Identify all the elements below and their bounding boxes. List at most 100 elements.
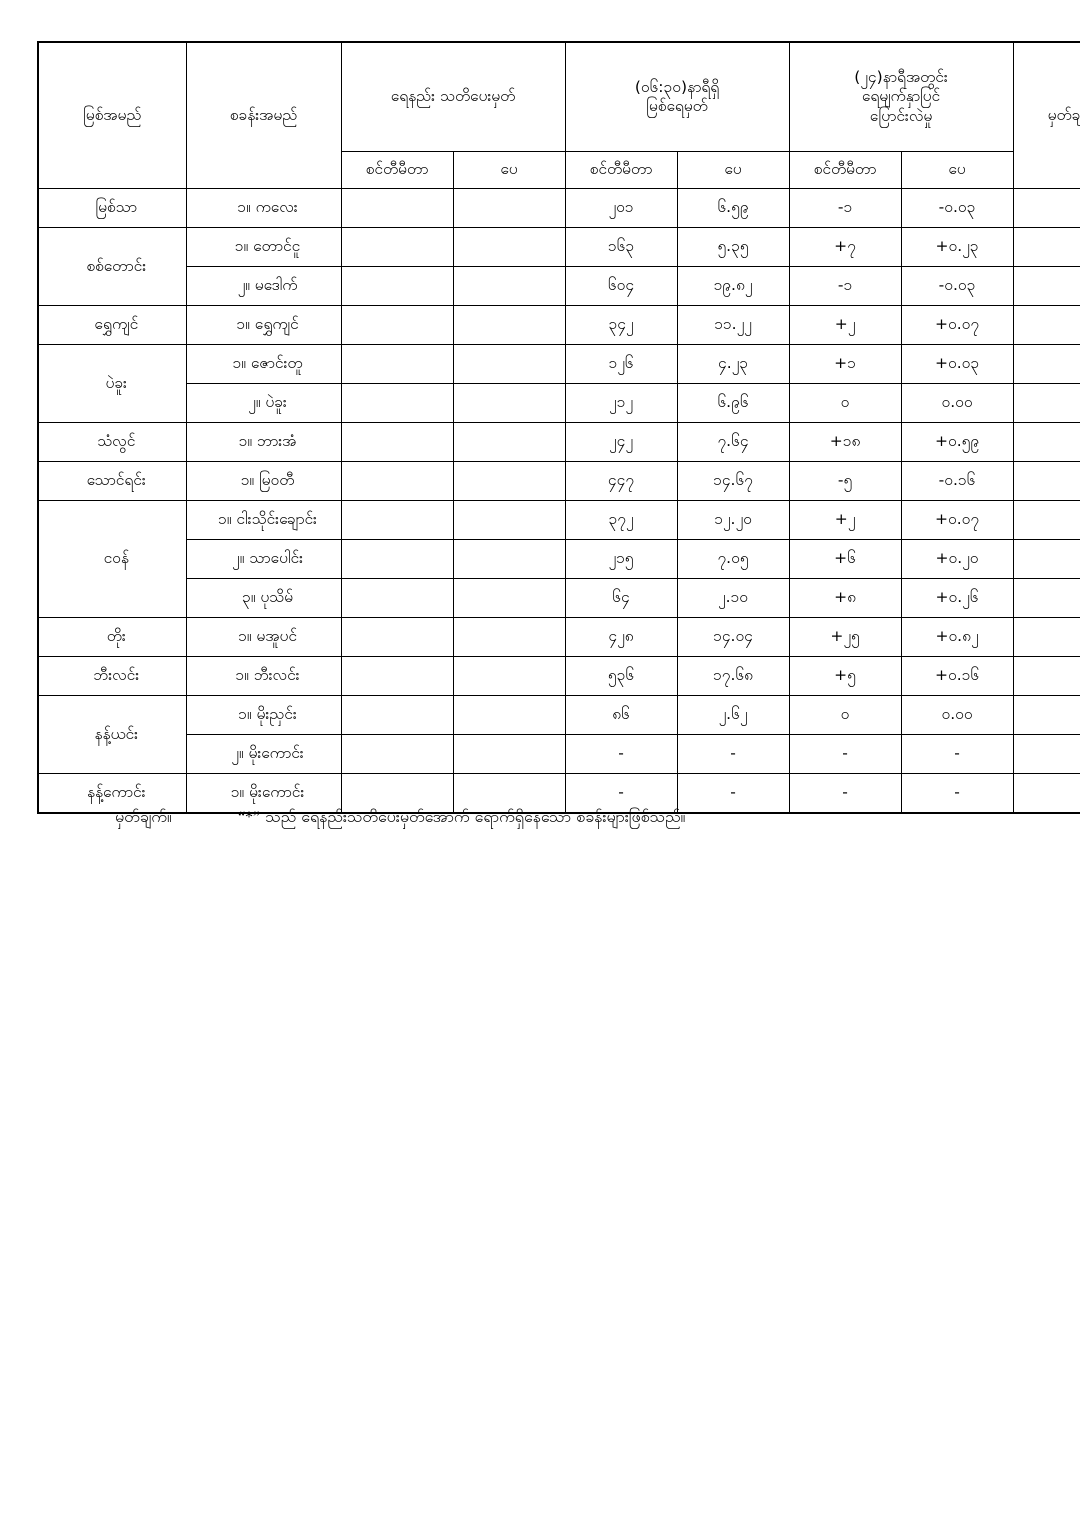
cell-change-cm: +၁၈	[788, 422, 902, 462]
cell-level-ft: ၆.၅၉	[676, 188, 790, 228]
cell-level-cm: -	[564, 734, 678, 774]
table-row: စစ်တောင်း ၁။ တောင်ငူ ၁၆၃ ၅.၃၅ +၇ +၀.၂၃	[37, 227, 1080, 306]
cell-station-name: ၁။ ဇောင်းတူ	[185, 344, 342, 384]
cell-level-ft: -	[676, 734, 790, 774]
cell-level-cm: ၂၄၂	[564, 422, 678, 462]
cell-remark	[1012, 188, 1080, 228]
header-row-units: စင်တီမီတာ ပေ စင်တီမီတာ ပေ စင်တီမီတာ ပေ	[38, 151, 1080, 189]
cell-warn-ft	[452, 734, 566, 774]
cell-level-ft: ၁၇.၆၈	[676, 656, 790, 696]
cell-station-name: ၁။ မိုးကောင်း	[185, 773, 342, 814]
cell-warn-cm	[340, 344, 454, 384]
header-level-unit-ft: ပေ	[676, 151, 790, 189]
cell-station-name: ၂။ မဒေါက်	[185, 266, 342, 306]
cell-level-cm: ၈၆	[564, 695, 678, 735]
cell-station-name: ၁။ မိုးညှင်း	[185, 695, 342, 735]
cell-remark	[1012, 773, 1080, 814]
header-warn-unit-ft: ပေ	[452, 151, 566, 189]
cell-change-cm: ၀	[788, 383, 902, 423]
footnote-label: မှတ်ချက်။	[115, 807, 172, 826]
cell-change-ft: +၀.၂၆	[900, 578, 1014, 618]
cell-warn-ft	[452, 539, 566, 579]
header-station-name: စခန်းအမည်	[185, 41, 342, 189]
cell-change-cm: +၂	[788, 500, 902, 540]
cell-level-cm: ၂၀၁	[564, 188, 678, 228]
cell-warn-cm	[340, 422, 454, 462]
cell-level-cm: ၅၃၆	[564, 656, 678, 696]
table-row: ၂။ ပဲခူး ၂၁၂ ၆.၉၆၀၀.၀၀	[38, 383, 1080, 423]
cell-warn-cm	[340, 656, 454, 696]
cell-level-ft: ၆.၉၆	[676, 383, 790, 423]
cell-warn-cm	[340, 383, 454, 423]
cell-station-name: ၁။ ကလေး	[185, 188, 342, 228]
cell-remark	[1012, 500, 1080, 540]
cell-remark	[1012, 695, 1080, 735]
cell-level-cm: ၆၀၄	[564, 266, 678, 306]
table-row: ၂။ မိုးကောင်း - - - -	[38, 734, 1080, 774]
water-level-table-container: မြစ်အမည် စခန်းအမည် ရေနည်း သတိပေးမှတ် (၀၆…	[37, 41, 1080, 814]
cell-warn-ft	[452, 227, 566, 267]
header-remark: မှတ်ချက်	[1012, 41, 1080, 189]
cell-level-ft: ၂.၆၂	[676, 695, 790, 735]
header-current-level-text: (၀၆:၃၀)နာရီရှိ မြစ်ရေမှတ်	[634, 77, 720, 115]
cell-warn-cm	[340, 266, 454, 306]
cell-station-name: ၁။ တောင်ငူ	[185, 227, 342, 267]
table-row: ၂။ သာပေါင်း ၂၁၅ ၇.၀၅ +၆ +၀.၂၀	[38, 539, 1080, 579]
footnote: မှတ်ချက်။ “*” သည် ရေနည်းသတိပေးမှတ်အောက် …	[37, 806, 1045, 830]
cell-level-cm: ၁၂၆	[564, 344, 678, 384]
header-change-24h: (၂၄)နာရီအတွင်း ရေမျက်နှာပြင် ပြောင်းလဲမှ…	[788, 41, 1014, 152]
cell-warn-ft	[452, 500, 566, 540]
cell-change-ft: +၀.၁၆	[900, 656, 1014, 696]
cell-station-name: ၁။ ငါးသိုင်းချောင်း	[185, 500, 342, 540]
cell-change-ft: -၀.၀၃	[900, 266, 1014, 306]
cell-warn-cm	[340, 773, 454, 814]
table-row: ငဝန် ၁။ ငါးသိုင်းချောင်း ၃၇၂ ၁၂.၂၀ +၂ +၀.၀၇	[37, 500, 1080, 618]
cell-level-cm: ၄၂၈	[564, 617, 678, 657]
cell-change-cm: -	[788, 773, 902, 814]
cell-warn-ft	[452, 695, 566, 735]
cell-remark	[1012, 578, 1080, 618]
cell-river-name: သံလွင်	[37, 422, 187, 462]
cell-level-ft: ၁၁.၂၂	[676, 305, 790, 345]
cell-river-name: မြစ်သာ	[37, 188, 187, 228]
cell-river-name: သောင်ရင်း	[37, 461, 187, 501]
cell-change-ft: +၀.၂၃	[900, 227, 1014, 267]
cell-change-ft: +၀.၂၀	[900, 539, 1014, 579]
cell-warn-ft	[452, 266, 566, 306]
cell-level-ft: -	[676, 773, 790, 814]
cell-level-cm: ၂၁၅	[564, 539, 678, 579]
cell-river-name: ပဲခူး	[37, 344, 187, 423]
cell-warn-ft	[452, 773, 566, 814]
cell-station-name: ၁။ မအူပင်	[185, 617, 342, 657]
cell-level-ft: ၁၂.၂၀	[676, 500, 790, 540]
cell-change-cm: +၂၅	[788, 617, 902, 657]
cell-change-cm: -၁	[788, 266, 902, 306]
header-warning-level: ရေနည်း သတိပေးမှတ်	[340, 41, 566, 152]
cell-remark	[1012, 617, 1080, 657]
cell-change-ft: -	[900, 773, 1014, 814]
cell-remark	[1012, 656, 1080, 696]
cell-station-name: ၁။ ဘီးလင်း	[185, 656, 342, 696]
cell-warn-cm	[340, 539, 454, 579]
cell-change-cm: -၅	[788, 461, 902, 501]
cell-warn-cm	[340, 461, 454, 501]
cell-change-ft: +၀.၀၇	[900, 305, 1014, 345]
cell-change-ft: ၀.၀၀	[900, 383, 1014, 423]
cell-warn-ft	[452, 422, 566, 462]
cell-level-ft: ၁၄.၀၄	[676, 617, 790, 657]
table-header: မြစ်အမည် စခန်းအမည် ရေနည်း သတိပေးမှတ် (၀၆…	[37, 41, 1080, 189]
cell-change-cm: +၇	[788, 227, 902, 267]
cell-level-ft: ၂.၁၀	[676, 578, 790, 618]
cell-change-cm: +၁	[788, 344, 902, 384]
cell-river-name: ငဝန်	[37, 500, 187, 618]
cell-remark	[1012, 344, 1080, 384]
cell-change-ft: -၀.၀၃	[900, 188, 1014, 228]
header-row-top: မြစ်အမည် စခန်းအမည် ရေနည်း သတိပေးမှတ် (၀၆…	[37, 41, 1080, 189]
header-current-level: (၀၆:၃၀)နာရီရှိ မြစ်ရေမှတ်	[564, 41, 790, 152]
cell-change-cm: +၈	[788, 578, 902, 618]
cell-station-name: ၃။ ပုသိမ်	[185, 578, 342, 618]
table-row: တိုး ၁။ မအူပင် ၄၂၈ ၁၄.၀၄ +၂၅ +၀.၈၂	[37, 617, 1080, 657]
cell-station-name: ၂။ သာပေါင်း	[185, 539, 342, 579]
cell-level-ft: ၅.၃၅	[676, 227, 790, 267]
